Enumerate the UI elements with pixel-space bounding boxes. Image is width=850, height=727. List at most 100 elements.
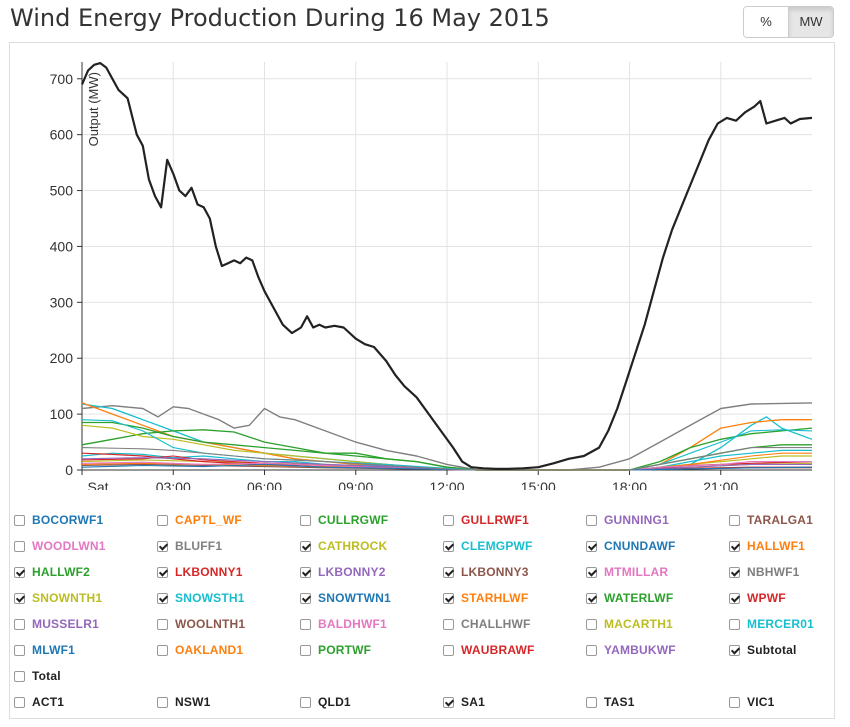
legend-item-cullrgwf[interactable]: CULLRGWF [300, 512, 388, 528]
legend-item-vic1[interactable]: VIC1 [729, 694, 774, 710]
legend-item-musselr1[interactable]: MUSSELR1 [14, 616, 99, 632]
legend-checkbox[interactable] [729, 592, 740, 604]
legend-checkbox[interactable] [14, 592, 25, 604]
legend-checkbox[interactable] [729, 696, 740, 708]
legend-label: MTMILLAR [604, 565, 669, 579]
legend-item-bocorwf1[interactable]: BOCORWF1 [14, 512, 103, 528]
legend-checkbox[interactable] [300, 618, 311, 630]
legend-checkbox[interactable] [157, 644, 168, 656]
legend-item-hallwf2[interactable]: HALLWF2 [14, 564, 90, 580]
percent-button[interactable]: % [744, 7, 788, 37]
legend-checkbox[interactable] [443, 514, 454, 526]
mw-button[interactable]: MW [788, 7, 833, 37]
legend-checkbox[interactable] [729, 618, 740, 630]
legend-item-woodlwn1[interactable]: WOODLWN1 [14, 538, 106, 554]
legend-checkbox[interactable] [14, 566, 25, 578]
y-tick-label: 300 [50, 294, 74, 310]
legend-checkbox[interactable] [443, 566, 454, 578]
legend-item-hallwf1[interactable]: HALLWF1 [729, 538, 805, 554]
legend-item-nbhwf1[interactable]: NBHWF1 [729, 564, 800, 580]
legend-item-lkbonny2[interactable]: LKBONNY2 [300, 564, 386, 580]
legend-checkbox[interactable] [729, 566, 740, 578]
legend-label: Total [32, 669, 61, 683]
legend-item-yambukwf[interactable]: YAMBUKWF [586, 642, 676, 658]
legend-checkbox[interactable] [14, 670, 25, 682]
legend-label: NSW1 [175, 695, 211, 709]
x-tick-label: 03:00 [156, 479, 191, 490]
legend-checkbox[interactable] [14, 618, 25, 630]
legend-item-subtotal[interactable]: Subtotal [729, 642, 797, 658]
legend-checkbox[interactable] [586, 592, 597, 604]
legend-label: MERCER01 [747, 617, 814, 631]
legend-checkbox[interactable] [586, 566, 597, 578]
legend-label: LKBONNY2 [318, 565, 386, 579]
legend-item-clemgpwf[interactable]: CLEMGPWF [443, 538, 533, 554]
legend-checkbox[interactable] [14, 696, 25, 708]
legend-item-challhwf[interactable]: CHALLHWF [443, 616, 531, 632]
x-tick-label: 12:00 [429, 479, 464, 490]
series-line-snowsth1 [81, 419, 813, 471]
legend-item-qld1[interactable]: QLD1 [300, 694, 351, 710]
legend-checkbox[interactable] [586, 618, 597, 630]
legend-item-wpwf[interactable]: WPWF [729, 590, 786, 606]
legend-checkbox[interactable] [586, 540, 597, 552]
y-tick-label: 200 [50, 350, 74, 366]
legend-checkbox[interactable] [586, 696, 597, 708]
legend-checkbox[interactable] [729, 644, 740, 656]
legend-item-nsw1[interactable]: NSW1 [157, 694, 210, 710]
legend-item-total[interactable]: Total [14, 668, 61, 684]
legend-item-cathrock[interactable]: CATHROCK [300, 538, 387, 554]
legend-item-lkbonny3[interactable]: LKBONNY3 [443, 564, 529, 580]
legend-item-starhlwf[interactable]: STARHLWF [443, 590, 528, 606]
legend-checkbox[interactable] [300, 514, 311, 526]
legend-checkbox[interactable] [300, 592, 311, 604]
legend-item-lkbonny1[interactable]: LKBONNY1 [157, 564, 243, 580]
legend-checkbox[interactable] [443, 592, 454, 604]
legend-checkbox[interactable] [729, 514, 740, 526]
legend-checkbox[interactable] [586, 644, 597, 656]
legend-checkbox[interactable] [729, 540, 740, 552]
legend-item-baldhwf1[interactable]: BALDHWF1 [300, 616, 387, 632]
legend-checkbox[interactable] [586, 514, 597, 526]
legend-item-sa1[interactable]: SA1 [443, 694, 485, 710]
legend-checkbox[interactable] [443, 540, 454, 552]
legend-checkbox[interactable] [14, 540, 25, 552]
legend-item-woolnth1[interactable]: WOOLNTH1 [157, 616, 245, 632]
legend-checkbox[interactable] [300, 566, 311, 578]
legend-item-captl_wf[interactable]: CAPTL_WF [157, 512, 242, 528]
legend-checkbox[interactable] [157, 592, 168, 604]
x-tick-label: 06:00 [247, 479, 282, 490]
legend-checkbox[interactable] [443, 618, 454, 630]
legend-item-snownth1[interactable]: SNOWNTH1 [14, 590, 102, 606]
legend-item-bluff1[interactable]: BLUFF1 [157, 538, 222, 554]
legend-item-portwf[interactable]: PORTWF [300, 642, 371, 658]
legend-checkbox[interactable] [157, 696, 168, 708]
legend-item-mercer01[interactable]: MERCER01 [729, 616, 814, 632]
legend-checkbox[interactable] [300, 696, 311, 708]
legend-checkbox[interactable] [443, 644, 454, 656]
legend-checkbox[interactable] [157, 514, 168, 526]
legend-item-act1[interactable]: ACT1 [14, 694, 64, 710]
legend-item-tas1[interactable]: TAS1 [586, 694, 635, 710]
legend-item-oakland1[interactable]: OAKLAND1 [157, 642, 243, 658]
legend-item-gullrwf1[interactable]: GULLRWF1 [443, 512, 529, 528]
legend-item-mtmillar[interactable]: MTMILLAR [586, 564, 668, 580]
legend-checkbox[interactable] [300, 644, 311, 656]
legend-item-macarth1[interactable]: MACARTH1 [586, 616, 673, 632]
legend-checkbox[interactable] [157, 540, 168, 552]
legend-item-snowtwn1[interactable]: SNOWTWN1 [300, 590, 391, 606]
legend-item-waterlwf[interactable]: WATERLWF [586, 590, 673, 606]
legend-item-taralga1[interactable]: TARALGA1 [729, 512, 813, 528]
legend-item-cnundawf[interactable]: CNUNDAWF [586, 538, 676, 554]
legend-checkbox[interactable] [157, 566, 168, 578]
legend-checkbox[interactable] [14, 644, 25, 656]
legend-item-mlwf1[interactable]: MLWF1 [14, 642, 75, 658]
legend-item-snowsth1[interactable]: SNOWSTH1 [157, 590, 245, 606]
legend-item-gunning1[interactable]: GUNNING1 [586, 512, 669, 528]
legend-item-waubrawf[interactable]: WAUBRAWF [443, 642, 535, 658]
legend-checkbox[interactable] [300, 540, 311, 552]
legend-label: TAS1 [604, 695, 635, 709]
legend-checkbox[interactable] [443, 696, 454, 708]
legend-checkbox[interactable] [14, 514, 25, 526]
legend-checkbox[interactable] [157, 618, 168, 630]
